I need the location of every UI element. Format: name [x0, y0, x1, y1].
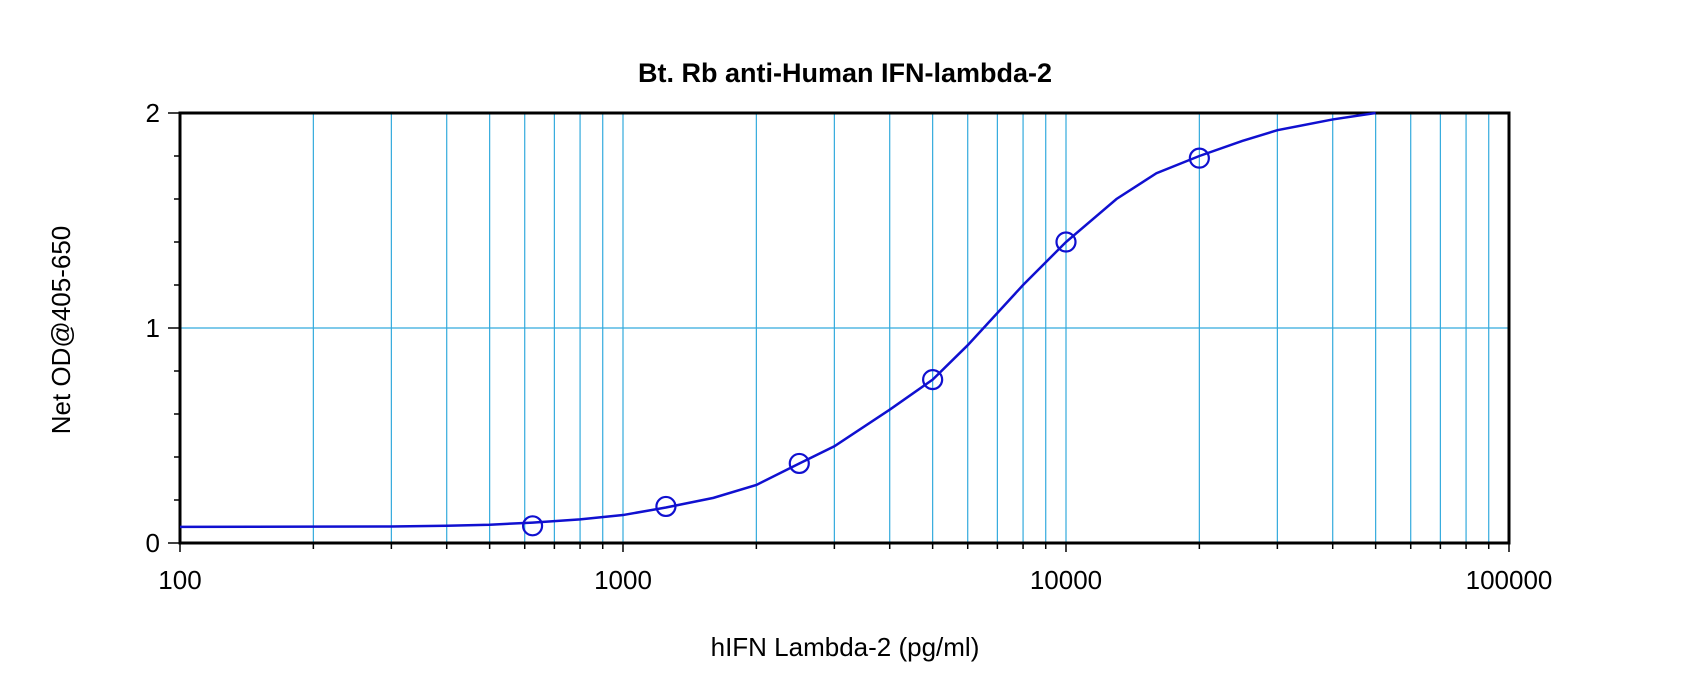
x-tick-label: 1000	[594, 565, 652, 595]
y-tick-label: 2	[146, 98, 160, 128]
x-tick-label: 10000	[1030, 565, 1102, 595]
x-tick-label: 100	[158, 565, 201, 595]
axis-ticks	[168, 112, 1510, 552]
data-points	[521, 147, 1210, 537]
chart-title: Bt. Rb anti-Human IFN-lambda-2	[638, 58, 1052, 88]
data-point	[521, 515, 544, 537]
data-point	[1188, 147, 1210, 169]
x-tick-label: 100000	[1466, 565, 1553, 595]
grid-lines	[180, 113, 1509, 543]
data-point	[788, 452, 810, 475]
data-point	[1055, 231, 1077, 253]
y-tick-label: 0	[146, 528, 160, 558]
data-point	[655, 495, 677, 518]
y-tick-label: 1	[146, 313, 160, 343]
data-point	[922, 369, 944, 391]
y-axis-label: Net OD@405-650	[46, 226, 76, 435]
fit-curve	[179, 111, 1376, 529]
x-axis-label: hIFN Lambda-2 (pg/ml)	[711, 632, 980, 662]
tick-labels: 100 1000 10000 100000 0 1 2	[146, 98, 1553, 595]
